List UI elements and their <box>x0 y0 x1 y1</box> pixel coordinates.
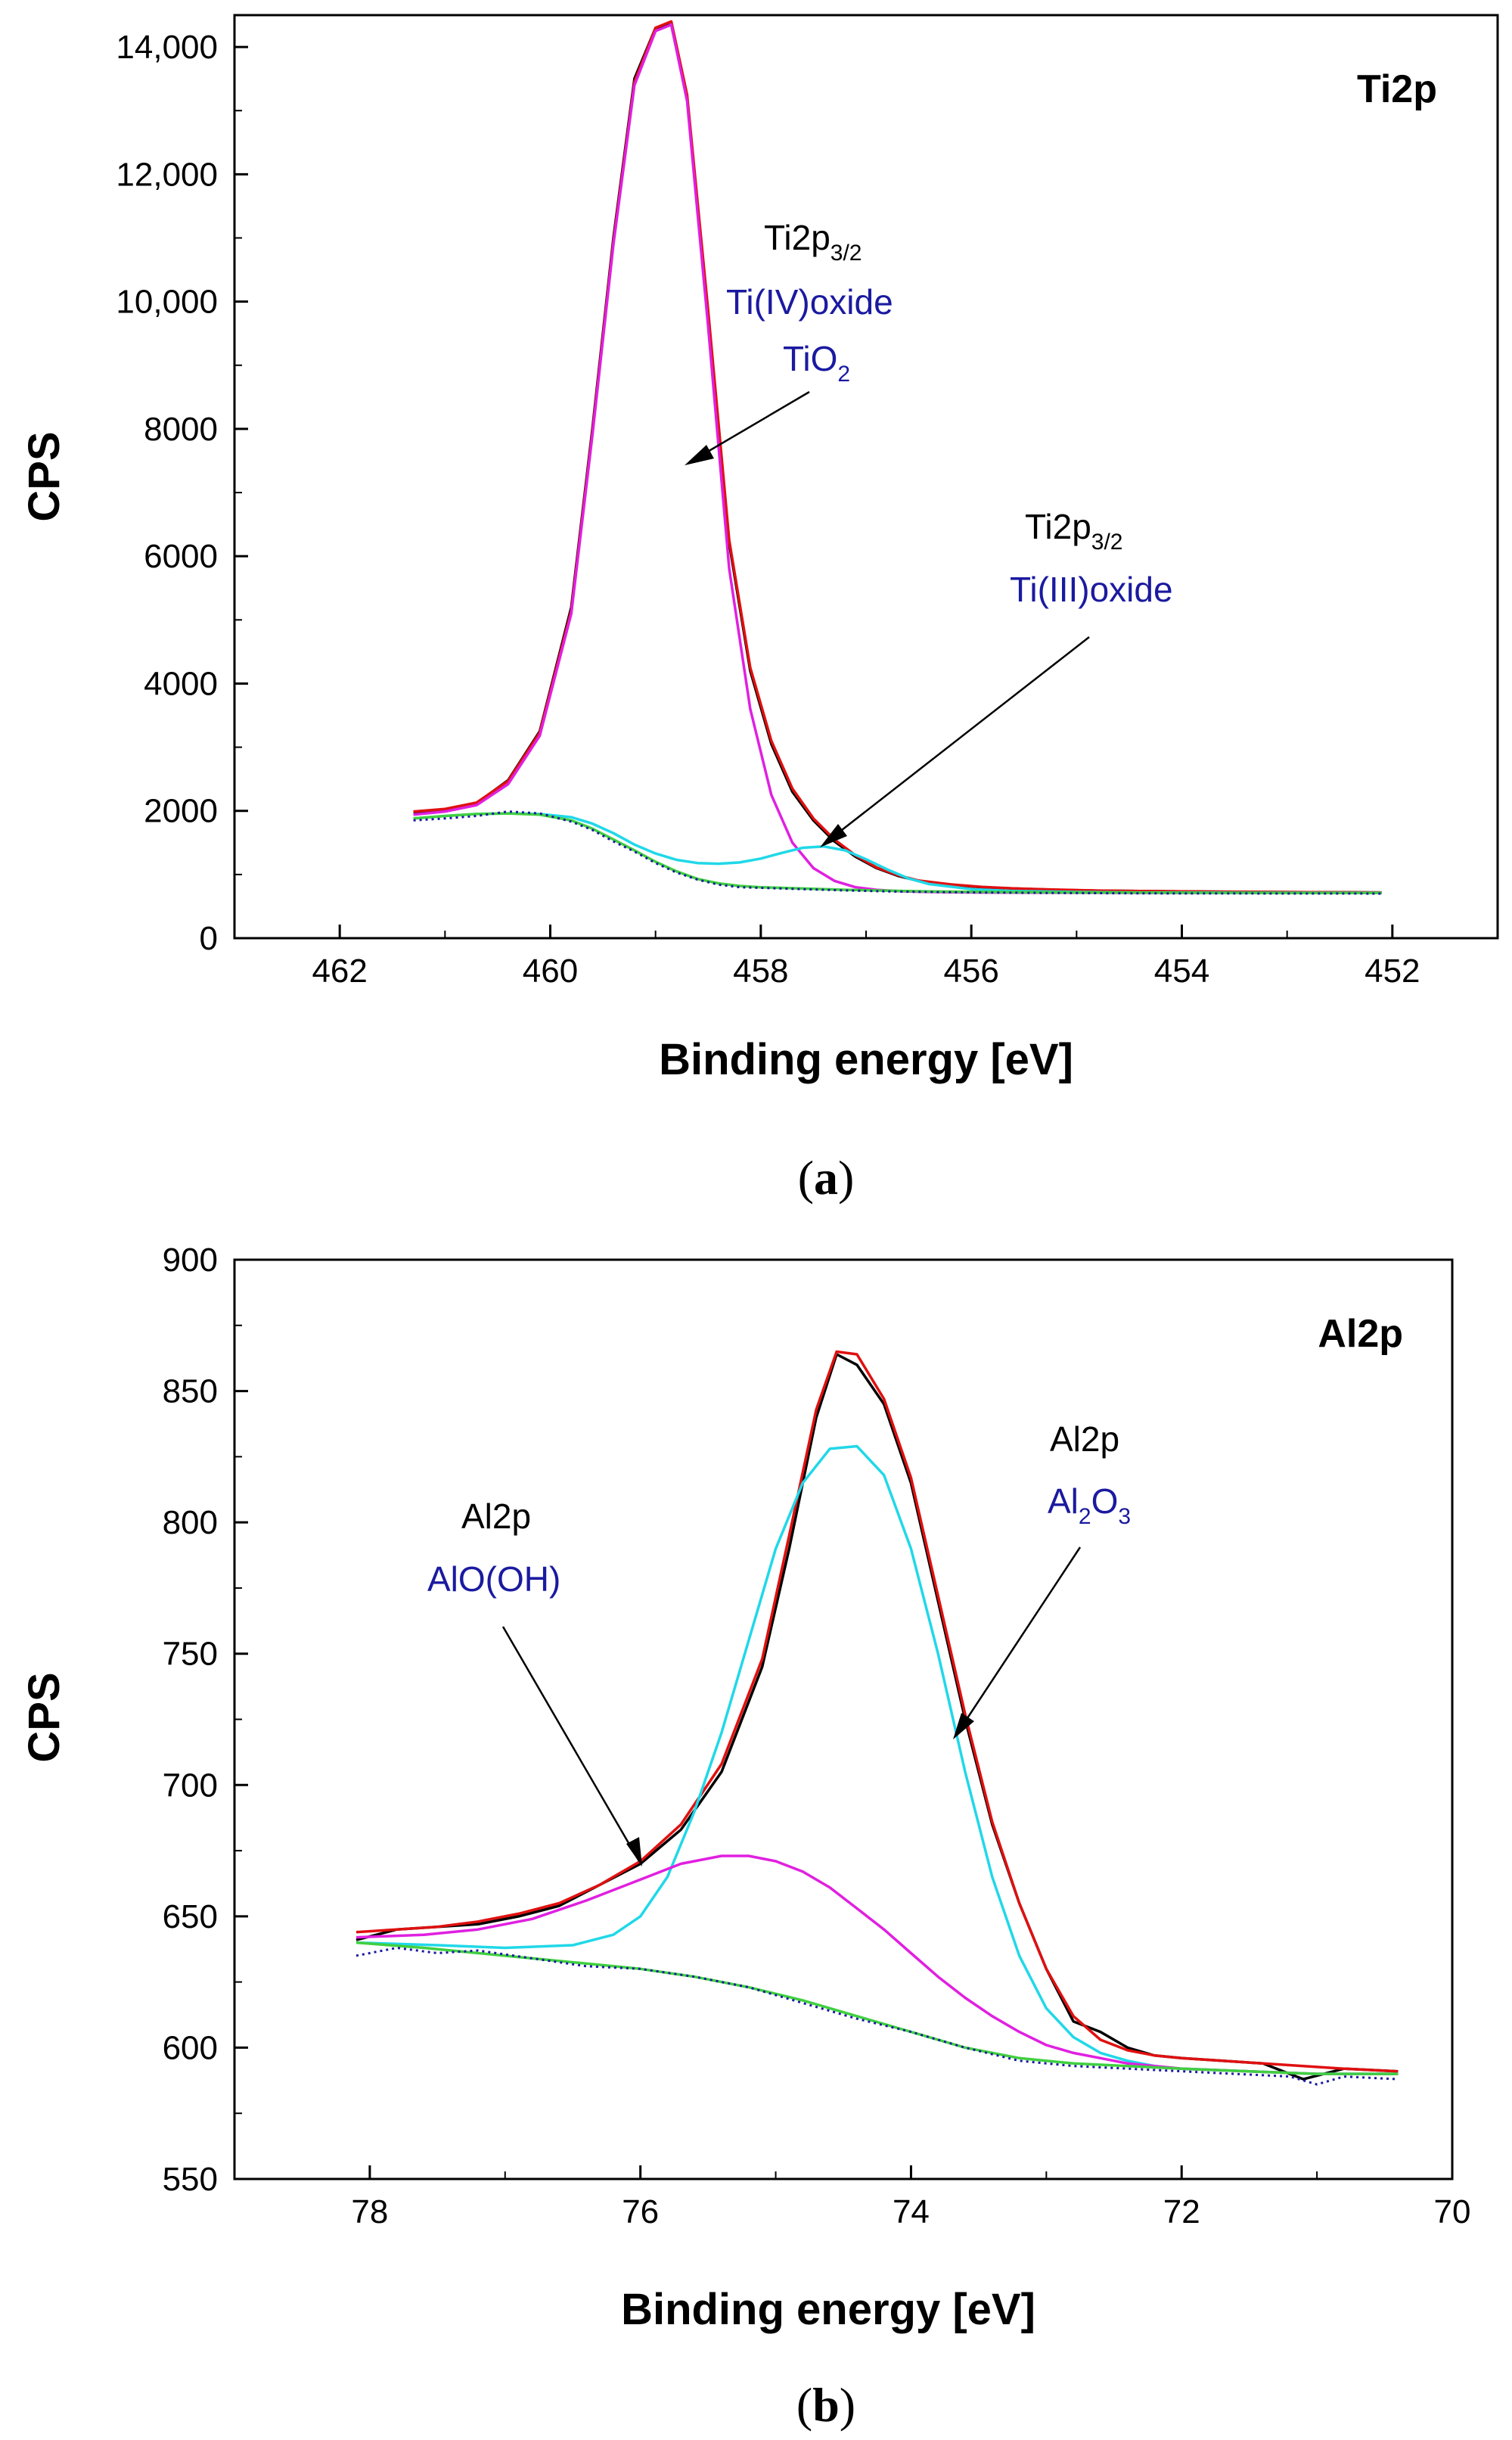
panel-a-x-tick-label: 454 <box>1154 953 1209 990</box>
panel-a-x-tick-label: 458 <box>733 953 788 990</box>
panel-b-plot-frame <box>233 1258 1454 2180</box>
annotation-al2p-label: Al2p <box>461 1497 531 1536</box>
panel-b-y-tick-label: 900 <box>163 1242 218 1279</box>
annotation-al2o3-label: Al2O3 <box>1048 1481 1131 1529</box>
panel-b-y-tick-label: 750 <box>163 1636 218 1673</box>
panel-a-x-axis-label: Binding energy [eV] <box>659 1035 1073 1084</box>
panel-b-annotation-al2o3: Al2p Al2O3 <box>953 1419 1131 1739</box>
panel-b-y-tick-label: 550 <box>163 2161 218 2198</box>
panel-a-caption: (a) <box>798 1151 855 1204</box>
panel-b-x-tick-label: 76 <box>622 2193 659 2230</box>
panel-a-plot-frame <box>233 14 1499 940</box>
annotation-arrow-al2o3 <box>955 1546 1082 1735</box>
panel-a-series-background <box>413 812 1382 895</box>
annotation-ti-iv-oxide-label: Ti(IV)oxide <box>726 282 893 322</box>
panel-b-x-tick-label: 70 <box>1434 2193 1471 2230</box>
panel-a-series-envelope <box>413 20 1382 894</box>
panel-b-series <box>355 1350 1399 2086</box>
panel-a-series <box>413 20 1382 895</box>
panel-a-series-ti-iv-oxide-tio2 <box>413 23 1382 894</box>
panel-b-series-raw-dotted <box>355 1947 1399 2086</box>
panel-b-y-axis-label: CPS <box>20 1672 69 1762</box>
panel-a-y-axis-label: CPS <box>20 431 69 521</box>
panel-b-x-tick-label: 74 <box>893 2193 930 2230</box>
panel-b-y-tick-label: 850 <box>163 1373 218 1410</box>
panel-a-y-tick-label: 14,000 <box>116 29 218 66</box>
panel-a-x-tick-label: 462 <box>312 953 367 990</box>
panel-a-y-tick-label: 10,000 <box>116 284 218 321</box>
panel-a-title: Ti2p <box>1357 67 1437 111</box>
panel-a-x-tick-label: 456 <box>943 953 998 990</box>
panel-b-series-measured <box>355 1353 1399 2081</box>
panel-a-y-tick-label: 6000 <box>144 538 218 575</box>
panel-a-ticks <box>234 45 1394 940</box>
annotation-ti2p-label: Ti2p3/2 <box>764 218 862 266</box>
panel-b-y-tick-label: 600 <box>163 2029 218 2066</box>
panel-a-annotation-ti-iv: Ti2p3/2 Ti(IV)oxide TiO2 <box>685 218 893 465</box>
panel-b-y-tick-label: 650 <box>163 1898 218 1935</box>
panel-a-series-ti-iii-oxide <box>413 812 1382 894</box>
annotation-ti2p-label-2: Ti2p3/2 <box>1025 507 1123 555</box>
annotation-arrowhead-alooh <box>626 1837 642 1867</box>
panel-b-x-axis-label: Binding energy [eV] <box>621 2285 1035 2334</box>
panel-b: 78 76 74 72 70 550 600 650 700 750 800 850 900 Al2p … <box>20 1242 1470 2432</box>
panel-b-y-tick-label: 700 <box>163 1767 218 1804</box>
annotation-al2p-label-2: Al2p <box>1050 1419 1119 1459</box>
panel-a-x-tick-label: 460 <box>523 953 578 990</box>
panel-b-series-alo-oh <box>355 1854 1399 2075</box>
panel-a-x-tick-label: 452 <box>1365 953 1420 990</box>
panel-a-tick-labels: 462 460 458 456 454 452 0 2000 4000 6000 8000 10,00… <box>116 29 1420 990</box>
annotation-arrow-alooh <box>501 1626 641 1862</box>
panel-a-y-tick-label: 8000 <box>144 411 218 448</box>
panel-a-series-raw-dotted <box>413 810 1382 895</box>
annotation-ti-iii-oxide-label: Ti(III)oxide <box>1010 570 1173 609</box>
panel-b-x-tick-label: 78 <box>351 2193 388 2230</box>
panel-a-y-tick-label: 0 <box>200 920 218 957</box>
panel-b-series-envelope <box>355 1350 1399 2073</box>
panel-b-x-tick-label: 72 <box>1163 2193 1200 2230</box>
panel-a-y-tick-label: 4000 <box>144 665 218 702</box>
annotation-arrowhead-ti-iv <box>685 445 714 465</box>
panel-b-annotation-alooh: Al2p AlO(OH) <box>427 1497 642 1867</box>
panel-b-ticks <box>234 1258 1454 2180</box>
annotation-tio2-label: TiO2 <box>783 339 850 387</box>
panel-b-series-background <box>355 1941 1399 2075</box>
panel-b-series-al2o3 <box>355 1444 1399 2075</box>
panel-b-tick-labels: 78 76 74 72 70 550 600 650 700 750 800 850 900 <box>163 1242 1471 2230</box>
panel-a-y-tick-label: 2000 <box>144 793 218 830</box>
panel-a: 462 460 458 456 454 452 0 2000 4000 6000 8000 10,00… <box>20 14 1499 1204</box>
annotation-arrowhead-ti-iii <box>820 824 847 847</box>
panel-a-series-measured <box>413 23 1382 894</box>
panel-a-y-tick-label: 12,000 <box>116 156 218 193</box>
annotation-alooh-label: AlO(OH) <box>427 1559 560 1599</box>
panel-b-caption: (b) <box>796 2378 855 2432</box>
panel-b-title: Al2p <box>1318 1312 1403 1356</box>
panel-b-y-tick-label: 800 <box>163 1504 218 1541</box>
panel-a-annotation-ti-iii: Ti2p3/2 Ti(III)oxide <box>820 507 1173 847</box>
annotation-arrow-ti-iii <box>824 636 1090 844</box>
annotation-arrowhead-al2o3 <box>953 1713 974 1739</box>
